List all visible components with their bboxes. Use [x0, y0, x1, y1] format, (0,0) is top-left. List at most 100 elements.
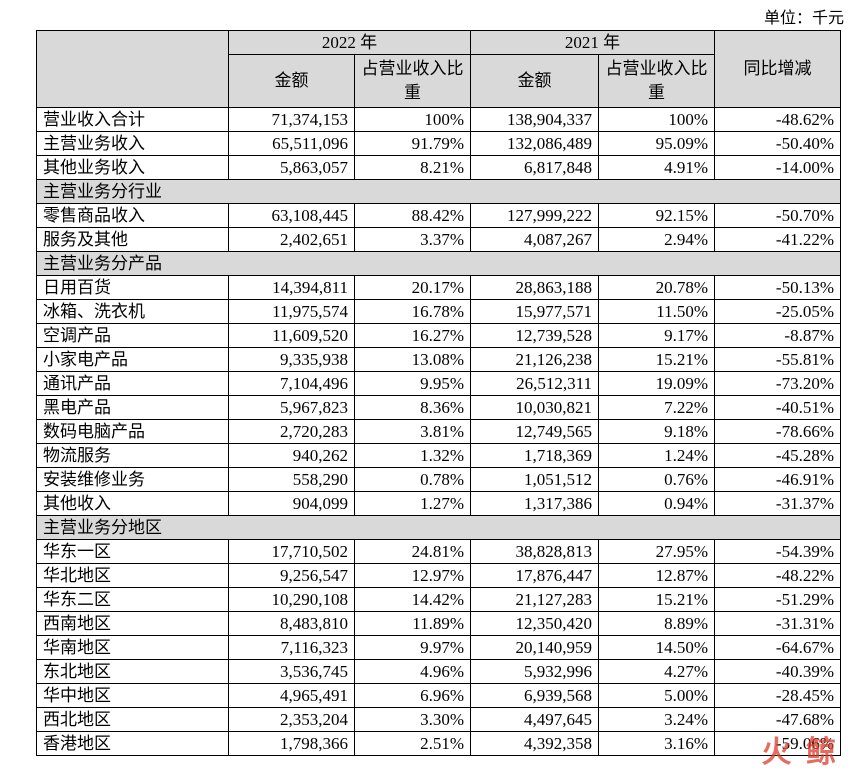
row-label-cell: 黑电产品 [36, 395, 229, 420]
row-label-cell: 物流服务 [36, 443, 229, 468]
table-row: 空调产品 11,609,520 16.27% 12,739,528 9.17% -8.87… [36, 323, 841, 348]
yoy-change-cell: -50.70% [714, 203, 841, 228]
yoy-change-cell: -28.45% [714, 683, 841, 708]
table-row: 零售商品收入 63,108,445 88.42% 127,999,222 92.15% -… [36, 203, 841, 228]
yoy-change-cell: -45.28% [714, 443, 841, 468]
yoy-change-cell: -50.40% [714, 131, 841, 156]
amount-2022-cell: 2,353,204 [228, 707, 355, 732]
amount-2022-cell: 7,116,323 [228, 635, 355, 660]
amount-2021-cell: 15,977,571 [470, 299, 599, 324]
row-label-cell: 东北地区 [36, 659, 229, 684]
share-2021-cell: 2.94% [598, 227, 715, 252]
amount-2022-cell: 11,609,520 [228, 323, 355, 348]
share-2021-cell: 15.21% [598, 587, 715, 612]
header-share-2021: 占营业收入比重 [598, 54, 715, 108]
row-label-cell: 华东二区 [36, 587, 229, 612]
share-2022-cell: 9.97% [354, 635, 471, 660]
share-2021-cell: 8.89% [598, 611, 715, 636]
yoy-change-cell: -40.51% [714, 395, 841, 420]
section-label: 主营业务分产品 [36, 251, 841, 276]
row-label-cell: 华中地区 [36, 683, 229, 708]
table-row: 安装维修业务 558,290 0.78% 1,051,512 0.76% -46.91% [36, 467, 841, 492]
amount-2021-cell: 10,030,821 [470, 395, 599, 420]
yoy-change-cell: -51.29% [714, 587, 841, 612]
amount-2022-cell: 65,511,096 [228, 131, 355, 156]
amount-2022-cell: 14,394,811 [228, 275, 355, 300]
amount-2021-cell: 6,939,568 [470, 683, 599, 708]
row-label-cell: 安装维修业务 [36, 467, 229, 492]
amount-2022-cell: 17,710,502 [228, 539, 355, 564]
table-row: 其他业务收入 5,863,057 8.21% 6,817,848 4.91% -14.00… [36, 155, 841, 180]
revenue-table: 2022 年 2021 年 同比增减 金额 占营业收入比重 金额 占营业收入比重… [36, 30, 841, 756]
share-2022-cell: 3.37% [354, 227, 471, 252]
amount-2022-cell: 2,402,651 [228, 227, 355, 252]
share-2022-cell: 100% [354, 107, 471, 132]
yoy-change-cell: -46.91% [714, 467, 841, 492]
row-label-cell: 香港地区 [36, 731, 229, 756]
table-row: 华东一区 17,710,502 24.81% 38,828,813 27.95% -54.… [36, 539, 841, 564]
amount-2022-cell: 4,965,491 [228, 683, 355, 708]
amount-2022-cell: 558,290 [228, 467, 355, 492]
yoy-change-cell: -78.66% [714, 419, 841, 444]
share-2021-cell: 12.87% [598, 563, 715, 588]
yoy-change-cell: -64.67% [714, 635, 841, 660]
share-2022-cell: 9.95% [354, 371, 471, 396]
table-row: 西南地区 8,483,810 11.89% 12,350,420 8.89% -31.31… [36, 611, 841, 636]
table-row: 日用百货 14,394,811 20.17% 28,863,188 20.78% -50.… [36, 275, 841, 300]
row-label-cell: 空调产品 [36, 323, 229, 348]
amount-2021-cell: 17,876,447 [470, 563, 599, 588]
amount-2021-cell: 1,718,369 [470, 443, 599, 468]
amount-2022-cell: 5,863,057 [228, 155, 355, 180]
share-2021-cell: 100% [598, 107, 715, 132]
yoy-change-cell: -55.81% [714, 347, 841, 372]
yoy-change-cell: -40.39% [714, 659, 841, 684]
amount-2022-cell: 9,256,547 [228, 563, 355, 588]
share-2022-cell: 1.32% [354, 443, 471, 468]
header-row-years: 2022 年 2021 年 同比增减 [36, 30, 841, 108]
amount-2021-cell: 12,739,528 [470, 323, 599, 348]
share-2022-cell: 8.36% [354, 395, 471, 420]
share-2021-cell: 0.76% [598, 467, 715, 492]
amount-2021-cell: 4,497,645 [470, 707, 599, 732]
share-2021-cell: 92.15% [598, 203, 715, 228]
amount-2021-cell: 12,749,565 [470, 419, 599, 444]
share-2022-cell: 3.81% [354, 419, 471, 444]
share-2022-cell: 6.96% [354, 683, 471, 708]
table-row: 华东二区 10,290,108 14.42% 21,127,283 15.21% -51.… [36, 587, 841, 612]
share-2021-cell: 7.22% [598, 395, 715, 420]
share-2022-cell: 8.21% [354, 155, 471, 180]
share-2021-cell: 14.50% [598, 635, 715, 660]
share-2021-cell: 11.50% [598, 299, 715, 324]
row-label-cell: 华南地区 [36, 635, 229, 660]
amount-2021-cell: 127,999,222 [470, 203, 599, 228]
share-2021-cell: 15.21% [598, 347, 715, 372]
amount-2021-cell: 21,127,283 [470, 587, 599, 612]
table-body: 营业收入合计 71,374,153 100% 138,904,337 100% -48.6… [36, 107, 841, 756]
amount-2022-cell: 10,290,108 [228, 587, 355, 612]
header-blank-cell [36, 30, 229, 108]
header-year-2021: 2021 年 [470, 30, 715, 55]
share-2021-cell: 9.18% [598, 419, 715, 444]
amount-2022-cell: 11,975,574 [228, 299, 355, 324]
yoy-change-cell: -14.00% [714, 155, 841, 180]
share-2022-cell: 12.97% [354, 563, 471, 588]
row-label-cell: 冰箱、洗衣机 [36, 299, 229, 324]
amount-2021-cell: 28,863,188 [470, 275, 599, 300]
header-row-columns: 金额 占营业收入比重 金额 占营业收入比重 [37, 54, 841, 108]
table-row: 其他收入 904,099 1.27% 1,317,386 0.94% -31.37% [36, 491, 841, 516]
amount-2021-cell: 5,932,996 [470, 659, 599, 684]
yoy-change-cell: -47.68% [714, 707, 841, 732]
yoy-change-cell: -8.87% [714, 323, 841, 348]
row-label-cell: 其他业务收入 [36, 155, 229, 180]
share-2022-cell: 14.42% [354, 587, 471, 612]
amount-2022-cell: 940,262 [228, 443, 355, 468]
yoy-change-cell: -59.06% [714, 731, 841, 756]
yoy-change-cell: -73.20% [714, 371, 841, 396]
table-row: 华中地区 4,965,491 6.96% 6,939,568 5.00% -28.45% [36, 683, 841, 708]
share-2021-cell: 27.95% [598, 539, 715, 564]
section-header-row: 主营业务分地区 [36, 515, 841, 540]
share-2022-cell: 3.30% [354, 707, 471, 732]
share-2021-cell: 95.09% [598, 131, 715, 156]
header-year-2022: 2022 年 [228, 30, 471, 55]
row-label-cell: 通讯产品 [36, 371, 229, 396]
